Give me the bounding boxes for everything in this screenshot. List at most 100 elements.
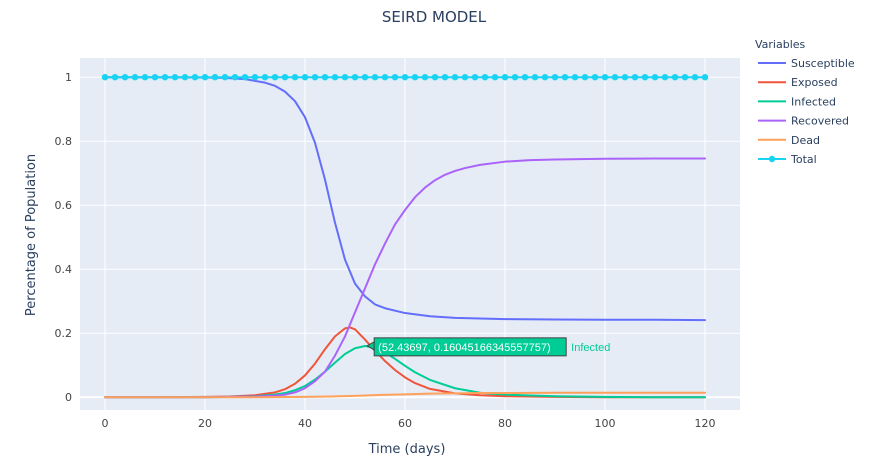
series-point-total[interactable] [631,74,639,81]
series-point-total[interactable] [241,74,249,81]
series-point-total[interactable] [291,74,299,81]
legend-item-infected[interactable]: Infected [758,95,836,108]
legend-marker-total [768,155,776,163]
x-tick-label: 80 [498,417,512,430]
series-point-total[interactable] [531,74,539,81]
series-dead [104,391,706,399]
series-point-total[interactable] [541,74,549,81]
series-line-recovered[interactable] [104,157,706,399]
plot-area[interactable] [80,58,740,410]
series-point-total[interactable] [351,74,359,81]
series-point-total[interactable] [701,74,709,81]
x-tick-label: 100 [595,417,616,430]
series-point-total[interactable] [201,74,209,81]
series-exposed [104,326,706,399]
legend-item-recovered[interactable]: Recovered [758,115,849,128]
series-point-total[interactable] [591,74,599,81]
series-point-total[interactable] [341,74,349,81]
series-point-total[interactable] [181,74,189,81]
series-point-total[interactable] [331,74,339,81]
legend-item-dead[interactable]: Dead [758,134,820,147]
series-point-total[interactable] [231,74,239,81]
x-tick-label: 20 [198,417,212,430]
series-point-total[interactable] [501,74,509,81]
series-point-total[interactable] [151,74,159,81]
y-tick-label: 0.8 [55,135,73,148]
series-point-total[interactable] [271,74,279,81]
x-tick-label: 40 [298,417,312,430]
traces [101,74,709,399]
series-point-total[interactable] [321,74,329,81]
tooltip-box [373,337,567,357]
tooltip-series-name: Infected [571,342,610,354]
series-point-total[interactable] [451,74,459,81]
series-point-total[interactable] [401,74,409,81]
series-point-total[interactable] [141,74,149,81]
series-point-total[interactable] [611,74,619,81]
series-recovered [104,157,706,399]
series-point-total[interactable] [431,74,439,81]
series-point-total[interactable] [421,74,429,81]
y-axis-title: Percentage of Population [24,154,39,316]
series-point-total[interactable] [111,74,119,81]
legend-label-exposed: Exposed [791,76,838,89]
series-point-total[interactable] [671,74,679,81]
series-point-total[interactable] [681,74,689,81]
series-point-total[interactable] [691,74,699,81]
series-point-total[interactable] [481,74,489,81]
series-point-total[interactable] [221,74,229,81]
series-point-total[interactable] [561,74,569,81]
series-point-total[interactable] [581,74,589,81]
series-point-total[interactable] [441,74,449,81]
series-point-total[interactable] [281,74,289,81]
series-point-total[interactable] [641,74,649,81]
series-point-total[interactable] [301,74,309,81]
series-point-total[interactable] [131,74,139,81]
series-point-total[interactable] [411,74,419,81]
series-point-total[interactable] [491,74,499,81]
series-point-total[interactable] [661,74,669,81]
series-line-susceptible[interactable] [104,76,706,322]
series-point-total[interactable] [261,74,269,81]
x-tick-label: 0 [102,417,109,430]
y-tick-label: 0.6 [55,199,73,212]
series-point-total[interactable] [521,74,529,81]
series-point-total[interactable] [171,74,179,81]
hover-tooltip: (52.43697, 0.16045166345557757) Infected [366,337,610,357]
series-point-total[interactable] [101,74,109,81]
series-point-total[interactable] [251,74,259,81]
legend-item-total[interactable]: Total [758,153,817,166]
y-tick-label: 1 [65,71,72,84]
series-point-total[interactable] [621,74,629,81]
series-point-total[interactable] [601,74,609,81]
series-point-total[interactable] [361,74,369,81]
series-point-total[interactable] [551,74,559,81]
series-point-total[interactable] [651,74,659,81]
series-point-total[interactable] [371,74,379,81]
series-point-total[interactable] [161,74,169,81]
legend-label-susceptible: Susceptible [791,57,855,70]
y-tick-label: 0 [65,391,72,404]
series-point-total[interactable] [471,74,479,81]
legend[interactable]: Variables Susceptible Exposed Infected Reco… [755,38,855,166]
series-point-total[interactable] [121,74,129,81]
legend-item-exposed[interactable]: Exposed [758,76,838,89]
series-point-total[interactable] [311,74,319,81]
x-axis-ticks: 0 20 40 60 80 100 120 [102,417,716,430]
y-tick-label: 0.2 [55,327,73,340]
series-point-total[interactable] [391,74,399,81]
series-total [101,74,709,81]
series-susceptible [104,76,706,322]
series-point-total[interactable] [511,74,519,81]
series-line-dead[interactable] [104,391,706,399]
series-point-total[interactable] [211,74,219,81]
series-point-total[interactable] [381,74,389,81]
series-line-exposed[interactable] [104,326,706,399]
y-tick-label: 0.4 [55,263,73,276]
series-point-total[interactable] [571,74,579,81]
series-point-total[interactable] [191,74,199,81]
legend-item-susceptible[interactable]: Susceptible [758,57,855,70]
x-axis-title: Time (days) [368,442,446,457]
legend-title: Variables [755,38,806,51]
series-point-total[interactable] [461,74,469,81]
